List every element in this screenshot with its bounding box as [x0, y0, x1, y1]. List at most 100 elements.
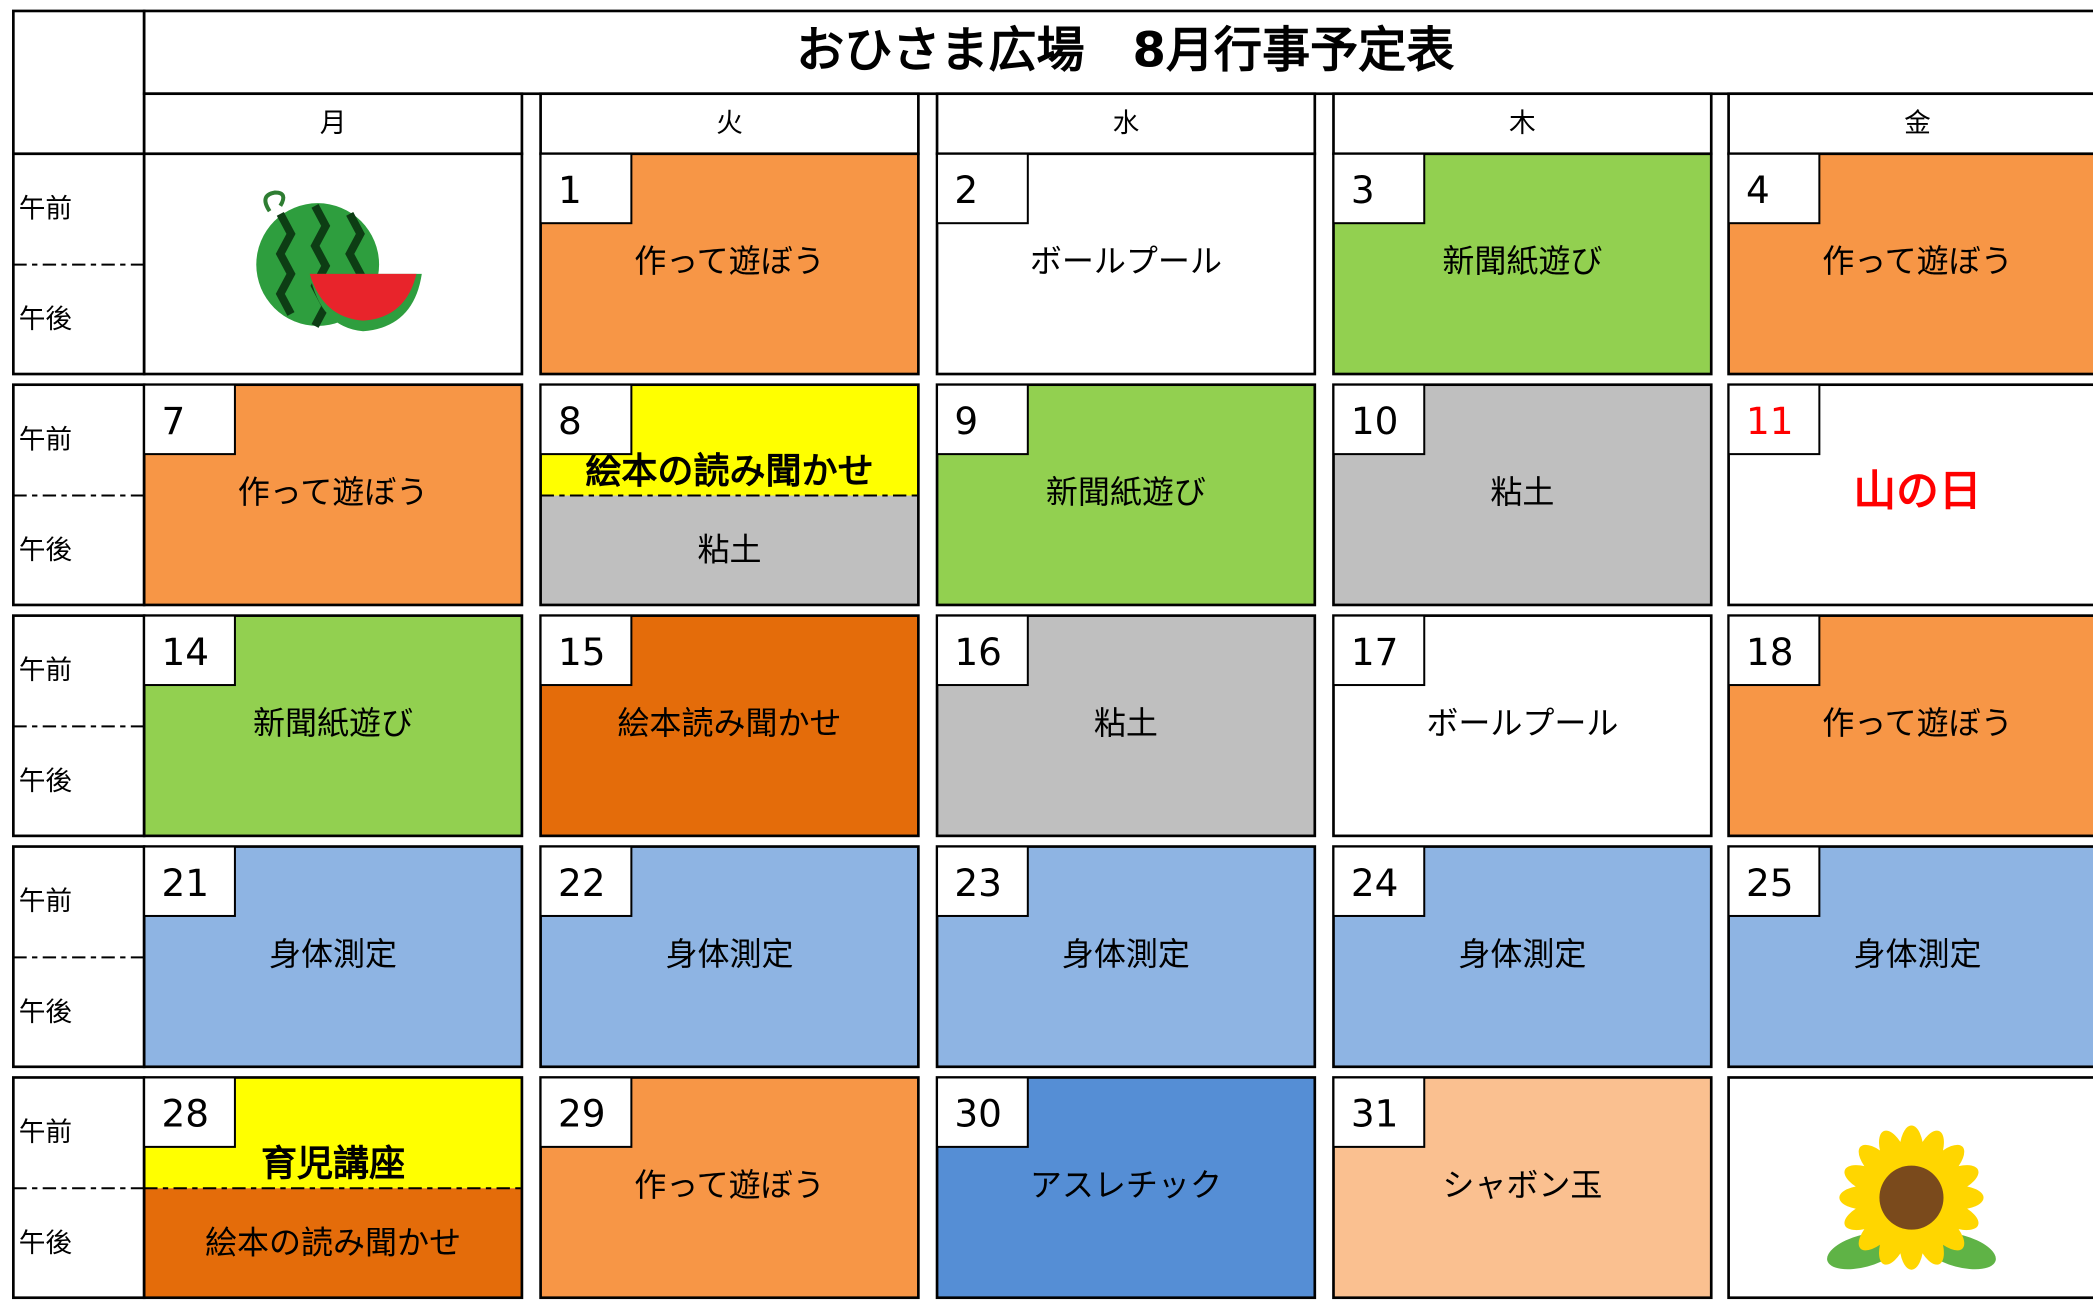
event-label: 絵本読み聞かせ — [617, 704, 841, 742]
day-number: 1 — [558, 168, 582, 212]
weekday-label: 水 — [1113, 108, 1140, 139]
melon-stem — [263, 190, 286, 213]
day-cell-border — [935, 614, 1317, 838]
weekday-cell — [539, 92, 920, 156]
flower-center — [1879, 1165, 1944, 1230]
day-cell-border — [1332, 383, 1713, 607]
day-cell-border — [935, 845, 1317, 1069]
day-number: 18 — [1746, 630, 1794, 674]
day-number: 16 — [954, 630, 1002, 674]
day-cell-border — [1332, 845, 1713, 1069]
weekday-label: 木 — [1509, 108, 1536, 139]
day-number-box — [143, 845, 236, 917]
day-number: 29 — [558, 1092, 606, 1136]
day-number: 15 — [558, 630, 606, 674]
period-label: 午後 — [19, 766, 72, 797]
event-label: 新聞紙遊び — [1442, 242, 1602, 280]
melon-stripe — [275, 211, 296, 316]
day-cell-border — [935, 1076, 1317, 1300]
day-number: 8 — [558, 399, 582, 443]
event-label: 絵本の読み聞かせ — [205, 1223, 461, 1261]
day-number: 21 — [162, 861, 210, 905]
weekday-cell — [935, 92, 1317, 156]
day-number-box — [539, 152, 633, 225]
event-label: 山の日 — [1853, 467, 1981, 517]
day-number-box — [1332, 1076, 1426, 1148]
day-number-box — [936, 1076, 1029, 1148]
period-label: 午後 — [19, 1228, 72, 1259]
day-cell-border — [1727, 614, 2093, 838]
event-label: 作って遊ぼう — [634, 1166, 825, 1204]
event-label: 作って遊ぼう — [1822, 704, 2013, 742]
day-number: 2 — [954, 168, 978, 212]
day-cell-border — [539, 614, 920, 838]
day-number-box — [936, 152, 1029, 225]
event-label: 絵本の読み聞かせ — [585, 451, 873, 492]
event-label: 新聞紙遊び — [1046, 473, 1206, 511]
period-label: 午前 — [19, 886, 72, 917]
corner-cell — [12, 9, 146, 156]
day-number: 25 — [1746, 861, 1794, 905]
day-number: 4 — [1746, 168, 1770, 212]
day-number-box — [1727, 152, 1821, 225]
day-cell-border — [935, 383, 1317, 607]
event-label: 新聞紙遊び — [253, 704, 413, 742]
weekday-label: 金 — [1904, 108, 1931, 139]
day-cell-border — [1727, 383, 2093, 607]
day-number: 3 — [1351, 168, 1375, 212]
day-number: 11 — [1746, 399, 1794, 443]
day-number-box — [539, 614, 633, 687]
day-number-box — [936, 383, 1029, 456]
watermelon-illustration — [256, 190, 422, 332]
sunflower-illustration — [1827, 1125, 1996, 1270]
day-number-box — [1332, 845, 1426, 917]
period-label: 午後 — [19, 535, 72, 566]
day-cell-border — [142, 1076, 524, 1300]
day-number-box — [143, 1076, 236, 1148]
event-label: 作って遊ぼう — [1822, 242, 2013, 280]
day-cell-border — [539, 1076, 920, 1300]
day-number-box — [1332, 614, 1426, 687]
day-cell-border — [1332, 1076, 1713, 1300]
period-label: 午前 — [19, 1117, 72, 1148]
day-number: 22 — [558, 861, 606, 905]
day-number-box — [1727, 614, 1821, 687]
event-label: 作って遊ぼう — [238, 473, 428, 511]
event-area — [540, 495, 919, 605]
day-number-box — [1332, 152, 1426, 225]
day-number: 14 — [162, 630, 210, 674]
day-cell-border — [142, 845, 524, 1069]
event-area — [144, 1188, 522, 1298]
title: おひさま広場 8月行事予定表 — [796, 23, 1454, 79]
day-cell-border — [1332, 614, 1713, 838]
event-label: 身体測定 — [1458, 935, 1586, 973]
period-label: 午前 — [19, 655, 72, 686]
day-number-box — [143, 383, 236, 456]
day-number: 9 — [954, 399, 978, 443]
event-label: 粘土 — [697, 531, 761, 569]
day-cell-border — [935, 152, 1317, 376]
period-label: 午前 — [19, 193, 72, 224]
weekday-label: 月 — [320, 108, 347, 139]
day-number: 17 — [1351, 630, 1399, 674]
day-number: 7 — [162, 399, 186, 443]
title-cell — [142, 9, 2093, 96]
event-label: 作って遊ぼう — [634, 242, 825, 280]
day-number-box — [539, 1076, 633, 1148]
day-number-box — [1332, 383, 1426, 456]
day-number-box — [936, 614, 1029, 687]
day-cell-border — [539, 383, 920, 607]
day-cell-border — [539, 152, 920, 376]
event-label: ボールプール — [1030, 242, 1222, 280]
day-number: 24 — [1351, 861, 1399, 905]
day-number: 23 — [954, 861, 1002, 905]
period-label: 午前 — [19, 424, 72, 455]
event-label: アスレチック — [1030, 1166, 1222, 1204]
day-cell-border — [1727, 845, 2093, 1069]
weekday-cell — [1727, 92, 2093, 156]
day-number: 30 — [954, 1092, 1002, 1136]
event-label: 身体測定 — [1062, 935, 1190, 973]
grid: 月火水木金午前午後作って遊ぼう1ボールプール2新聞紙遊び3作って遊ぼう4午前午後… — [12, 92, 2093, 1300]
event-label: 育児講座 — [261, 1143, 405, 1185]
